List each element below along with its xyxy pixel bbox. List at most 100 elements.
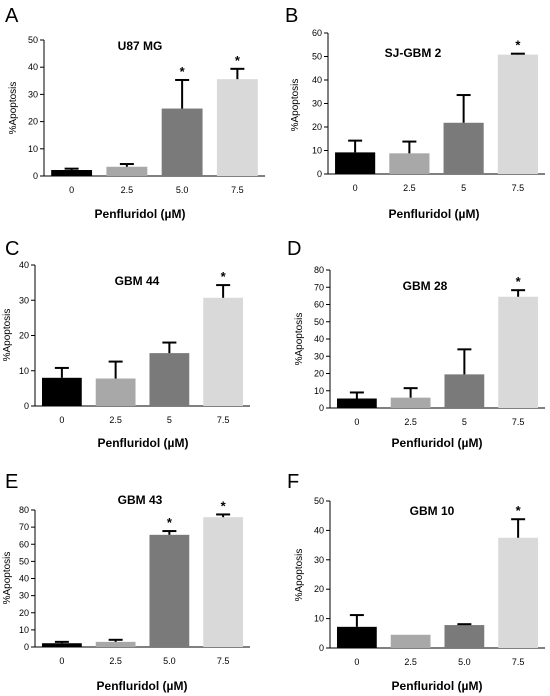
- y-tick-label: 70: [314, 282, 324, 292]
- x-tick-label: 0: [59, 415, 64, 425]
- bar-5-0: [161, 108, 203, 176]
- x-tick-label: 5: [462, 417, 467, 427]
- chart-title: GBM 43: [118, 493, 163, 507]
- bar-7-5: [203, 517, 244, 647]
- y-tick-label: 20: [19, 331, 29, 341]
- y-tick-label: 0: [24, 642, 29, 652]
- y-tick-label: 40: [312, 75, 322, 85]
- significance-star: *: [516, 503, 522, 518]
- x-axis-label: Penfluridol (µM): [95, 207, 186, 221]
- x-tick-label: 0: [353, 183, 358, 193]
- x-tick-label: 5.0: [176, 185, 189, 195]
- y-tick-label: 10: [19, 625, 29, 635]
- x-tick-label: 2.5: [403, 183, 416, 193]
- y-tick-label: 0: [24, 401, 29, 411]
- significance-star: *: [180, 64, 186, 79]
- y-tick-label: 70: [19, 522, 29, 532]
- x-tick-label: 7.5: [217, 415, 230, 425]
- y-tick-label: 40: [314, 334, 324, 344]
- y-tick-label: 80: [19, 505, 29, 515]
- y-tick-label: 80: [314, 265, 324, 275]
- x-tick-label: 5.0: [163, 656, 176, 666]
- chart-panel-e: E GBM 43 0 10 20 30 40 50 60 70 80 0 2.5 * 5.0 * 7.5 Penf…: [2, 471, 250, 693]
- y-tick-label: 50: [19, 556, 29, 566]
- y-tick-label: 20: [314, 584, 324, 594]
- bar-5: [444, 374, 485, 408]
- x-tick-label: 2.5: [109, 656, 122, 666]
- chart-panel-a: A U87 MG 0 10 20 30 40 50 0 2.5 * 5.0 * 7.5 Penflurido…: [5, 5, 265, 221]
- y-tick-label: 50: [28, 35, 38, 45]
- y-tick-label: 30: [28, 89, 38, 99]
- chart-title: GBM 28: [403, 279, 448, 293]
- bar-5-0: [149, 534, 190, 647]
- bar-7-5: [216, 79, 258, 176]
- x-tick-label: 7.5: [231, 185, 244, 195]
- y-axis-label: %Apoptosis: [8, 82, 19, 135]
- panel-letter: B: [285, 5, 298, 27]
- y-axis-label: %Apoptosis: [294, 313, 305, 366]
- y-tick-label: 0: [319, 643, 324, 653]
- x-axis-label: Penfluridol (µM): [392, 679, 483, 693]
- y-tick-label: 60: [19, 539, 29, 549]
- y-tick-label: 50: [314, 317, 324, 327]
- chart-panel-f: F GBM 10 0 10 20 30 40 50 0 2.5 5.0 * 7.5 Penfluridol…: [287, 471, 545, 693]
- chart-title: U87 MG: [118, 39, 163, 53]
- y-tick-label: 40: [19, 574, 29, 584]
- y-tick-label: 60: [312, 28, 322, 38]
- bar-7-5: [497, 54, 538, 175]
- bar-2-5: [390, 397, 431, 408]
- bar-7-5: [203, 297, 244, 406]
- y-axis-label: %Apoptosis: [2, 552, 13, 605]
- chart-title: SJ-GBM 2: [385, 46, 442, 60]
- y-tick-label: 30: [314, 351, 324, 361]
- y-tick-label: 20: [314, 369, 324, 379]
- y-tick-label: 10: [314, 386, 324, 396]
- bar-5: [149, 353, 190, 406]
- panel-letter: F: [287, 471, 299, 493]
- bar-7-5: [498, 296, 539, 408]
- bar-0: [41, 643, 82, 647]
- bar-2-5: [95, 641, 136, 647]
- y-tick-label: 40: [28, 62, 38, 72]
- bar-0: [335, 152, 376, 174]
- x-tick-label: 0: [59, 656, 64, 666]
- x-axis-label: Penfluridol (µM): [97, 679, 188, 693]
- chart-panel-d: D GBM 28 0 10 20 30 40 50 60 70 80 0 2.5 5 * 7.5 Penflur…: [287, 238, 545, 450]
- x-tick-label: 5: [461, 183, 466, 193]
- y-tick-label: 0: [317, 169, 322, 179]
- bar-5: [443, 122, 484, 174]
- y-tick-label: 10: [28, 144, 38, 154]
- bar-2-5: [95, 378, 136, 406]
- chart-title: GBM 44: [115, 274, 160, 288]
- x-tick-label: 2.5: [109, 415, 122, 425]
- y-tick-label: 60: [314, 300, 324, 310]
- x-tick-label: 5.0: [458, 657, 471, 667]
- bar-2-5: [106, 166, 148, 176]
- bar-2-5: [389, 153, 430, 174]
- y-tick-label: 30: [19, 591, 29, 601]
- x-axis-label: Penfluridol (µM): [392, 436, 483, 450]
- x-tick-label: 7.5: [217, 656, 230, 666]
- y-tick-label: 20: [28, 117, 38, 127]
- y-axis-label: %Apoptosis: [2, 309, 13, 362]
- y-tick-label: 0: [33, 171, 38, 181]
- bar-5-0: [444, 625, 485, 648]
- significance-star: *: [235, 53, 241, 68]
- x-axis-label: Penfluridol (µM): [98, 436, 189, 450]
- y-tick-label: 10: [19, 366, 29, 376]
- chart-title: GBM 10: [410, 504, 455, 518]
- y-axis-label: %Apoptosis: [294, 549, 305, 602]
- x-tick-label: 2.5: [404, 657, 417, 667]
- y-tick-label: 10: [312, 146, 322, 156]
- x-tick-label: 2.5: [404, 417, 417, 427]
- x-tick-label: 0: [69, 185, 74, 195]
- panel-letter: D: [287, 238, 301, 260]
- bar-7-5: [498, 537, 539, 648]
- y-tick-label: 10: [314, 614, 324, 624]
- y-tick-label: 50: [314, 496, 324, 506]
- bar-0: [336, 398, 377, 408]
- y-tick-label: 30: [314, 555, 324, 565]
- significance-star: *: [516, 274, 522, 289]
- y-axis-label: %Apoptosis: [290, 79, 301, 132]
